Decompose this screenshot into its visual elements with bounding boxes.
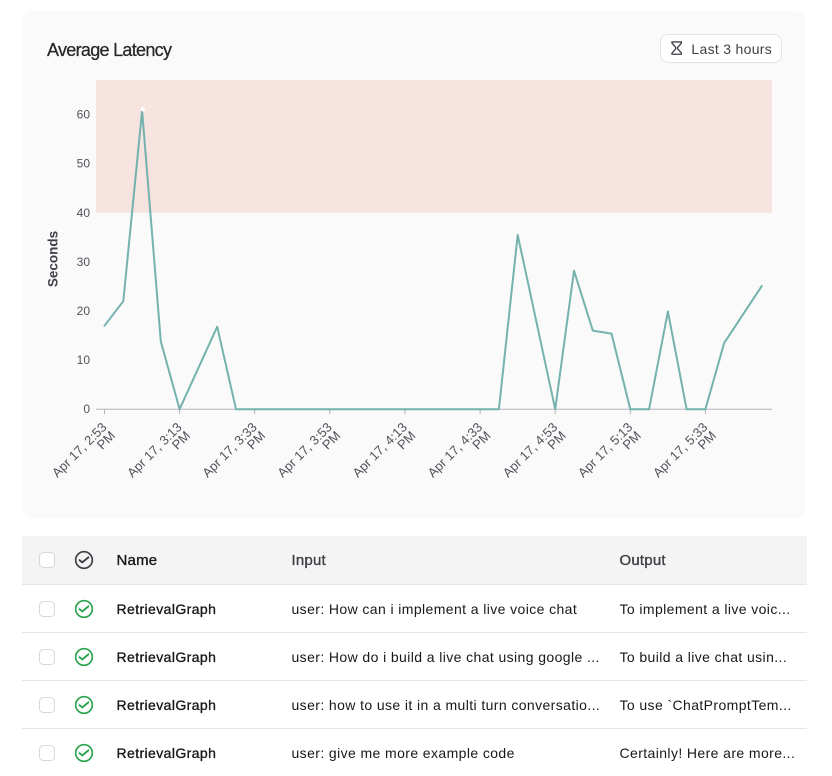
svg-text:10: 10: [77, 353, 91, 367]
svg-text:Apr 17, 2:53PM: Apr 17, 2:53PM: [49, 420, 118, 489]
svg-text:Apr 17, 3:33PM: Apr 17, 3:33PM: [199, 420, 268, 489]
svg-text:40: 40: [77, 206, 91, 220]
svg-text:20: 20: [77, 304, 91, 318]
svg-text:Apr 17, 4:33PM: Apr 17, 4:33PM: [425, 420, 494, 489]
svg-text:Apr 17, 5:33PM: Apr 17, 5:33PM: [650, 420, 719, 489]
svg-text:Seconds: Seconds: [46, 231, 61, 287]
svg-text:50: 50: [77, 157, 91, 171]
svg-text:0: 0: [83, 402, 90, 416]
svg-text:Apr 17, 4:13PM: Apr 17, 4:13PM: [349, 420, 418, 489]
svg-text:Apr 17, 4:53PM: Apr 17, 4:53PM: [500, 420, 569, 489]
svg-text:Apr 17, 3:53PM: Apr 17, 3:53PM: [274, 420, 343, 489]
svg-text:Apr 17, 3:13PM: Apr 17, 3:13PM: [124, 420, 193, 489]
svg-text:30: 30: [77, 255, 91, 269]
svg-text:60: 60: [77, 108, 91, 122]
svg-text:Apr 17, 5:13PM: Apr 17, 5:13PM: [575, 420, 644, 489]
